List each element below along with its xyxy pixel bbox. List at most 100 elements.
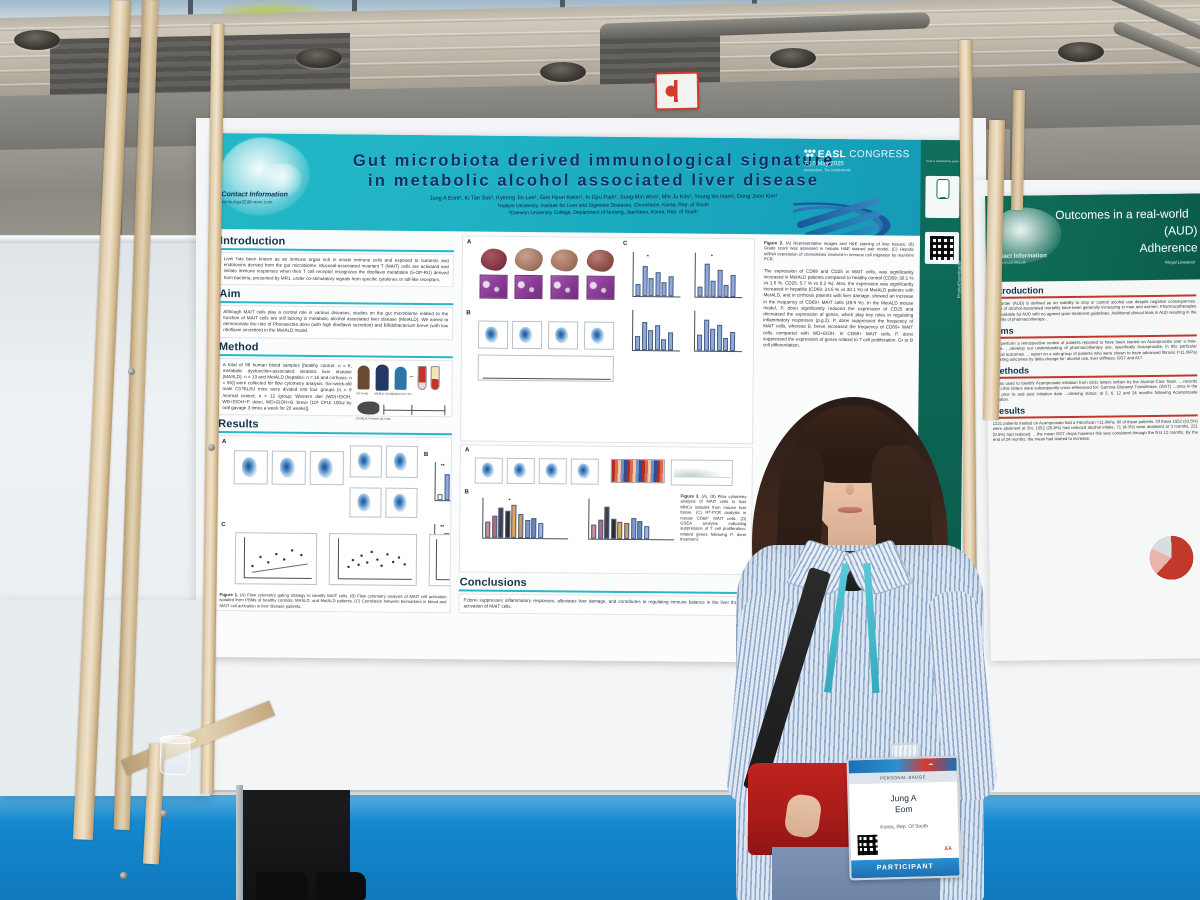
- badge-name-last: Eom: [894, 803, 913, 815]
- poster-title: Gut microbiota derived immunological sig…: [333, 150, 853, 190]
- bar-chart-cd69: **: [429, 462, 453, 504]
- figure-3-panel-a-tag: A: [464, 447, 470, 454]
- exit-running-icon: [661, 79, 693, 103]
- liver-photo: [550, 249, 578, 272]
- screw: [208, 444, 215, 451]
- method-group-label: MASLD (n=19): [374, 391, 394, 396]
- blood-tube-icon: [417, 365, 427, 390]
- nose: [846, 483, 854, 495]
- blue-carpet-floor: [0, 795, 1200, 900]
- right-poster-title: Outcomes in a real-world (AUD) Adherence: [1055, 205, 1200, 258]
- flow-cytometry-plot: [271, 450, 306, 486]
- correlation-scatter-1: [234, 532, 318, 586]
- figure-3-panel-b-tag: B: [464, 489, 469, 496]
- figure-2-caption: Figure 2. (A) Representative images and …: [762, 238, 916, 267]
- screw: [120, 872, 127, 879]
- human-figure-icon: [394, 366, 407, 390]
- screw: [160, 810, 167, 817]
- he-stain-image: [479, 274, 508, 299]
- right-section-text-results: 1221 patients treated on Acamprosate had…: [992, 417, 1198, 443]
- figure-1-panel-c-tag: C: [221, 522, 226, 529]
- right-poster-title-line1: Outcomes in a real-world: [1055, 206, 1189, 223]
- conference-badge[interactable]: PERSONAL BADGE Jung A Eom Korea, Rep. Of…: [846, 755, 962, 881]
- qr-code-icon[interactable]: [928, 234, 956, 262]
- figure-1-panel-a-tag: A: [222, 439, 227, 446]
- poster-authors-block: Jung A Eom¹, Ki Tae Suk¹, Kyeong Jin Lee…: [363, 193, 843, 218]
- human-figure-icon: [357, 365, 370, 390]
- ceiling-downlight-icon: [540, 62, 586, 82]
- flow-cytometry-plot: [233, 450, 268, 485]
- figure-3-label: Figure 3.: [680, 493, 700, 499]
- method-panel: A total of 98 human blood samples [healt…: [217, 357, 453, 420]
- figure-2-caption-text: (A) Representative images and H&E staini…: [763, 240, 914, 262]
- figure-1[interactable]: A B **: [215, 435, 453, 614]
- scan-hint: Scan to download the poster: [926, 159, 960, 164]
- right-poster-title-line2: (AUD): [1164, 223, 1198, 238]
- badge-code: EA: [944, 845, 952, 852]
- correlation-scatter-3: [428, 534, 453, 587]
- badge-role: PARTICIPANT: [851, 857, 960, 879]
- ceiling-downlight-icon: [296, 48, 342, 68]
- flow-plot: [547, 321, 579, 350]
- flow-cytometry-plot: [349, 487, 382, 518]
- flow-plot: [474, 457, 503, 484]
- figure-2-panel-a-tag: A: [466, 239, 472, 246]
- liver-photo: [586, 249, 614, 272]
- poster-column-left: Introduction Liver has been known as an …: [209, 229, 459, 659]
- ceiling-downlight-icon: [14, 30, 60, 50]
- figure-2-panel-b-tag: B: [466, 310, 471, 317]
- easl-name-suffix: CONGRESS: [849, 149, 910, 161]
- mrna-bar-chart-4: [686, 310, 744, 360]
- flow-plot: [477, 320, 509, 349]
- plastic-cup[interactable]: [159, 736, 191, 776]
- liver-photo: [514, 247, 543, 272]
- qr-code-icon[interactable]: [857, 834, 878, 856]
- flow-plot: [506, 457, 535, 485]
- right-poster-title-line3: Adherence: [1139, 240, 1198, 256]
- correlation-scatter-2: [328, 533, 418, 587]
- poster-header: Gut microbiota derived immunological sig…: [213, 133, 966, 237]
- right-section-text-aims: …to perform a retrospective review of pa…: [991, 337, 1197, 363]
- aim-text: Although MAIT cells play a central role …: [223, 308, 449, 334]
- figure-1-caption-text: (A) Flow cytometry gating strategy to id…: [219, 592, 447, 609]
- he-stain-image: [514, 274, 543, 300]
- easl-name: EASL: [817, 149, 847, 161]
- figure-1-caption: Figure 1. (A) Flow cytometry gating stra…: [216, 590, 449, 612]
- liver-photo: [480, 248, 507, 271]
- mrna-bar-chart-2: *: [686, 252, 744, 306]
- section-heading-introduction: Introduction: [219, 235, 286, 248]
- right-section-text-introduction: …disorder (AUD) is defined as an inabili…: [991, 298, 1197, 323]
- section-heading-results: Results: [218, 418, 259, 431]
- grouped-bar-chart-2: [580, 498, 676, 550]
- mrna-bar-chart-3: [624, 310, 682, 359]
- mouse-icon: [357, 401, 380, 415]
- qr-card[interactable]: [924, 231, 960, 265]
- flow-cytometry-plot: [385, 487, 418, 519]
- flow-cytometry-plot: [385, 445, 419, 479]
- contact-information: Contact Information eomjunga32@naver.com: [221, 191, 288, 204]
- figure-2-panel-c-tag: C: [622, 240, 628, 247]
- flow-plot: [538, 458, 567, 485]
- mouth: [838, 507, 862, 513]
- figure-1-panel-b-tag: B: [423, 452, 429, 459]
- easl-location: Amsterdam, The Netherlands: [803, 168, 851, 173]
- easl-dots-icon: [803, 149, 816, 159]
- blood-tube-icon: [430, 365, 440, 390]
- floor-sheen: [0, 795, 1200, 821]
- right-poster-pie-chart: [1148, 534, 1195, 582]
- exit-sign: [654, 71, 700, 111]
- ceiling-downlight-icon: [770, 48, 816, 68]
- method-group-label: MetALD (n=71): [392, 391, 412, 396]
- easl-congress-logo: EASL CONGRESS 7-10 May 2025 Amsterdam, T…: [804, 149, 910, 172]
- background-person-shoe: [256, 872, 308, 900]
- method-text: A total of 98 human blood samples [healt…: [222, 361, 352, 411]
- flow-plot: [583, 321, 615, 350]
- phone-card: [925, 175, 960, 219]
- section-heading-aim: Aim: [219, 287, 241, 301]
- mobile-phone-icon: [935, 178, 950, 200]
- he-stain-image: [550, 275, 579, 300]
- badge-name: Jung A Eom: [849, 782, 958, 817]
- badge-country: Korea, Rep. Of South: [880, 823, 929, 831]
- method-group-label: HC (n=8): [356, 391, 368, 396]
